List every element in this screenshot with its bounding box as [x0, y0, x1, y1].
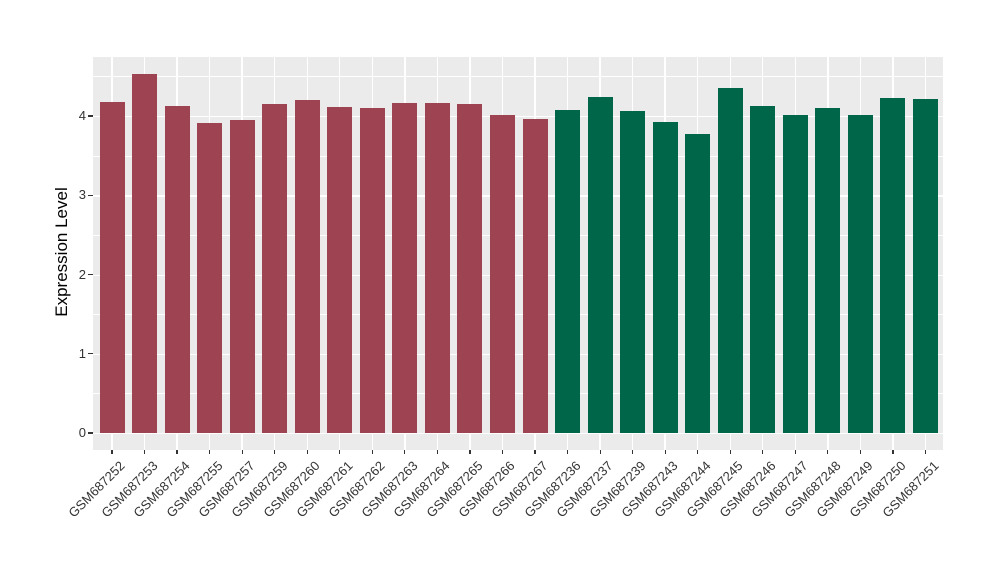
x-tick-mark: [827, 450, 829, 454]
x-tick-mark: [632, 450, 634, 454]
bar-GSM687265: [457, 104, 483, 433]
x-tick-mark: [143, 450, 146, 454]
bar-GSM687239: [620, 111, 646, 433]
gridline-major: [93, 433, 943, 435]
y-tick-label: 3: [78, 187, 86, 203]
bar-GSM687259: [262, 104, 288, 433]
plot-panel: [93, 57, 943, 450]
bar-GSM687253: [132, 73, 158, 433]
bar-GSM687243: [652, 122, 678, 433]
bar-GSM687250: [880, 97, 906, 433]
gridline-minor: [93, 155, 943, 157]
x-tick-mark: [664, 450, 666, 454]
x-tick-mark: [566, 450, 569, 454]
x-tick-mark: [697, 450, 699, 454]
gridline-minor: [93, 234, 943, 236]
x-tick-mark: [436, 450, 438, 454]
x-tick-mark: [501, 450, 504, 454]
x-tick-mark: [176, 450, 178, 454]
x-tick-mark: [859, 450, 861, 454]
bar-GSM687267: [522, 119, 548, 433]
bar-GSM687246: [750, 105, 776, 433]
y-tick-label: 4: [78, 108, 86, 123]
bar-GSM687247: [782, 115, 808, 433]
x-tick-mark: [371, 450, 373, 454]
x-tick-mark: [729, 450, 731, 454]
y-axis-title: Expression Level: [52, 187, 71, 317]
x-tick-mark: [924, 450, 927, 454]
x-tick-mark: [209, 450, 211, 454]
bar-GSM687236: [555, 109, 581, 433]
y-tick-mark: [88, 115, 93, 117]
bar-GSM687245: [717, 88, 743, 433]
y-tick-label: 1: [78, 345, 86, 361]
bar-GSM687237: [587, 96, 613, 433]
bar-GSM687254: [164, 105, 190, 433]
x-tick-mark: [111, 450, 113, 454]
y-tick-mark: [88, 194, 93, 196]
bar-GSM687248: [815, 108, 841, 433]
bar-GSM687257: [229, 119, 255, 433]
bar-GSM687264: [424, 103, 450, 433]
gridline-major: [93, 195, 943, 197]
gridline-minor: [93, 393, 943, 395]
gridline-major: [93, 353, 943, 356]
bar-GSM687261: [327, 107, 353, 433]
y-tick-label: 2: [78, 266, 86, 282]
bar-GSM687260: [294, 100, 320, 433]
bar-GSM687249: [847, 115, 873, 433]
gridline-major: [93, 116, 943, 118]
x-tick-mark: [339, 450, 341, 454]
gridline-minor: [93, 314, 943, 316]
x-tick-mark: [534, 450, 536, 454]
bar-GSM687262: [359, 108, 385, 433]
x-tick-mark: [794, 450, 796, 454]
x-tick-mark: [404, 450, 406, 454]
bar-GSM687255: [197, 123, 223, 433]
x-tick-mark: [274, 450, 276, 454]
gridline-minor: [93, 76, 943, 78]
y-tick-mark: [88, 353, 93, 355]
bar-GSM687244: [685, 134, 711, 433]
y-tick-mark: [88, 432, 93, 434]
x-tick-mark: [762, 450, 764, 454]
bar-GSM687263: [392, 102, 418, 433]
x-tick-mark: [599, 450, 601, 454]
x-tick-mark: [892, 450, 894, 454]
y-tick-mark: [88, 273, 93, 276]
bar-GSM687251: [913, 99, 938, 433]
gridline-major: [93, 274, 943, 276]
bar-GSM687252: [99, 101, 125, 433]
x-tick-mark: [469, 450, 471, 454]
x-tick-mark: [306, 450, 308, 454]
bar-GSM687266: [489, 115, 515, 433]
x-tick-mark: [241, 450, 243, 454]
y-tick-label: 0: [78, 425, 86, 440]
